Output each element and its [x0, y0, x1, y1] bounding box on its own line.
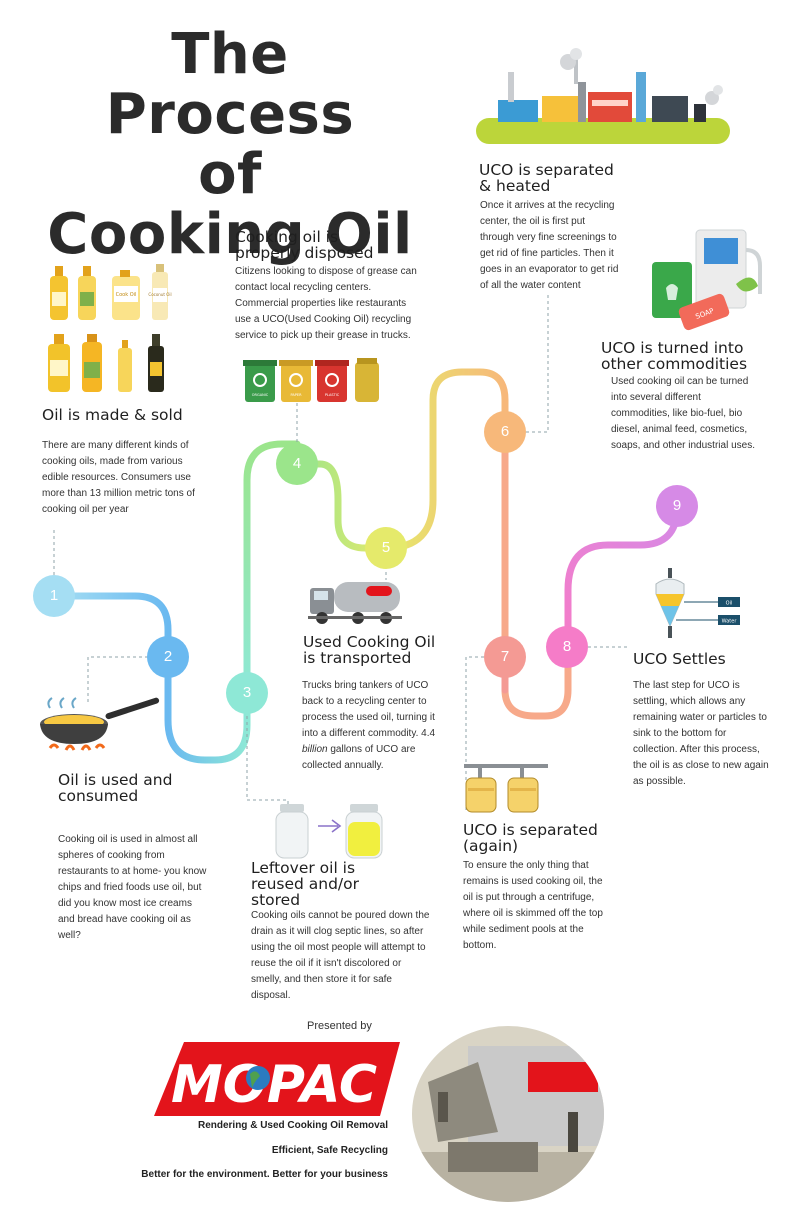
step-2-heading: Oil is used and consumed — [58, 772, 238, 804]
step-node-5: 5 — [365, 527, 407, 569]
oil-bottles-icon: Cook Oil Coconut Oil — [48, 264, 172, 392]
commodities-icon: SOAP — [652, 229, 762, 331]
tanker-truck-icon — [308, 582, 402, 624]
mopac-logo: MOPAC — [154, 1042, 400, 1116]
bottle-label-2: Coconut Oil — [148, 292, 171, 297]
frying-pan-icon — [40, 697, 160, 751]
bottle-label-1: Cook Oil — [116, 292, 137, 298]
step-9-text: Used cooking oil can be turned into seve… — [611, 376, 755, 451]
step-4-heading-line-1: Cooking oil is — [235, 228, 339, 246]
centrifuge-tanks-icon — [464, 764, 548, 813]
page-title: The Process of Cooking Oil — [40, 25, 420, 265]
bin-label-3: PLASTIC — [325, 393, 340, 397]
step-5-text-a: Trucks bring tankers of UCO back to a re… — [302, 680, 436, 739]
step-6-heading: UCO is separated & heated — [479, 162, 649, 194]
truck-photo — [412, 1026, 604, 1202]
step-2-heading-line-2: consumed — [58, 787, 139, 805]
bin-label-2: PAPER — [290, 393, 302, 397]
water-label: Water — [722, 619, 738, 625]
step-5-text-b: gallons of UCO are collected annually. — [302, 744, 416, 771]
step-2-heading-line-1: Oil is used and — [58, 771, 173, 789]
step-3-heading-line-2: reused and/or — [251, 875, 360, 893]
step-8-text: The last step for UCO is settling, which… — [633, 680, 769, 787]
bin-label-1: ORGANIC — [252, 393, 269, 397]
step-6-heading-line-2: & heated — [479, 177, 551, 195]
tagline-1: Rendering & Used Cooking Oil Removal — [197, 1120, 388, 1131]
step-7-heading-line-2: (again) — [463, 837, 519, 855]
step-7-heading: UCO is separated (again) — [463, 822, 633, 854]
title-line-3: Cooking Oil — [47, 202, 413, 267]
recycling-bins-icon: ORGANIC PAPER PLASTIC — [243, 358, 379, 402]
step-4-heading-line-2: properly disposed — [235, 244, 374, 262]
step-node-8: 8 — [546, 626, 588, 668]
factory-icon — [476, 48, 730, 144]
jars-icon — [275, 804, 383, 859]
step-node-3: 3 — [226, 672, 268, 714]
step-3-heading-line-1: Leftover oil is — [251, 859, 356, 877]
oil-label: Oil — [726, 601, 733, 607]
step-6-text: Once it arrives at the recycling center,… — [480, 200, 619, 291]
step-5-heading: Used Cooking Oil is transported — [303, 634, 473, 666]
step-node-2: 2 — [147, 636, 189, 678]
step-2-text: Cooking oil is used in almost all sphere… — [58, 834, 207, 941]
step-3-heading-line-3: stored — [251, 891, 301, 909]
step-5-heading-line-1: Used Cooking Oil — [303, 633, 436, 651]
step-4-heading: Cooking oil is properly disposed — [235, 229, 435, 261]
tagline-2: Efficient, Safe Recycling — [271, 1145, 388, 1156]
step-9-heading-line-2: other commodities — [601, 355, 748, 373]
settling-tank-icon: Oil Water — [655, 568, 740, 638]
step-8-heading: UCO Settles — [633, 650, 726, 668]
step-7-heading-line-1: UCO is separated — [463, 821, 598, 839]
logo-text: MOPAC — [171, 1055, 377, 1115]
step-1-text: There are many different kinds of cookin… — [42, 440, 195, 515]
title-line-1: The Process — [105, 22, 355, 147]
step-7-text: To ensure the only thing that remains is… — [463, 860, 603, 951]
tagline-3: Better for the environment. Better for y… — [141, 1169, 388, 1180]
step-node-1: 1 — [33, 575, 75, 617]
step-5-heading-line-2: is transported — [303, 649, 412, 667]
presented-by: Presented by — [307, 1020, 372, 1032]
step-5-text: Trucks bring tankers of UCO back to a re… — [302, 678, 450, 774]
step-node-4: 4 — [276, 443, 318, 485]
step-node-6: 6 — [484, 411, 526, 453]
step-6-heading-line-1: UCO is separated — [479, 161, 614, 179]
step-node-7: 7 — [484, 636, 526, 678]
step-1-heading: Oil is made & sold — [42, 406, 183, 424]
step-3-text: Cooking oils cannot be poured down the d… — [251, 910, 430, 1001]
step-4-text: Citizens looking to dispose of grease ca… — [235, 266, 417, 341]
title-line-2: of — [198, 142, 262, 207]
step-3-heading: Leftover oil is reused and/or stored — [251, 860, 431, 908]
step-9-heading: UCO is turned into other commodities — [601, 340, 781, 372]
step-5-text-em: billion — [302, 744, 328, 755]
step-node-9: 9 — [656, 485, 698, 527]
step-9-heading-line-1: UCO is turned into — [601, 339, 744, 357]
